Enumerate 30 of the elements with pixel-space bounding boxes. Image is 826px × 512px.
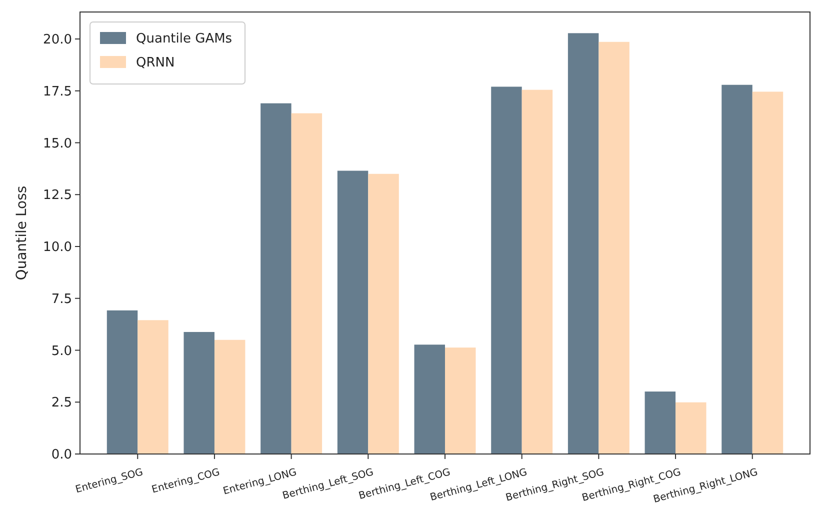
y-tick-label: 17.5: [43, 84, 72, 100]
y-axis-title: Quantile Loss: [14, 186, 30, 280]
y-tick-label: 10.0: [43, 240, 72, 256]
y-tick-label: 12.5: [43, 188, 72, 204]
y-tick-label: 2.5: [51, 396, 72, 411]
bar: [260, 103, 292, 454]
bar: [214, 340, 246, 454]
bar: [138, 320, 168, 454]
bar: [184, 332, 214, 454]
bar: [291, 113, 322, 454]
y-tick-label: 7.5: [51, 292, 72, 307]
y-tick-label: 20.0: [43, 32, 72, 48]
bar: [414, 344, 445, 454]
bar: [106, 310, 138, 454]
bar: [722, 84, 752, 454]
y-tick-label: 5.0: [51, 344, 72, 359]
bar: [445, 348, 476, 454]
legend-label: QRNN: [136, 56, 175, 71]
bar: [368, 174, 399, 454]
bar: [598, 42, 630, 454]
bar: [337, 170, 368, 454]
bar: [752, 92, 784, 454]
bar: [522, 90, 553, 454]
legend-label: Quantile GAMs: [136, 32, 232, 47]
bar: [644, 392, 676, 454]
y-tick-label: 0.0: [51, 448, 72, 463]
bar: [568, 33, 599, 454]
bar: [676, 402, 706, 454]
y-tick-label: 15.0: [43, 136, 72, 152]
bar: [491, 86, 522, 454]
